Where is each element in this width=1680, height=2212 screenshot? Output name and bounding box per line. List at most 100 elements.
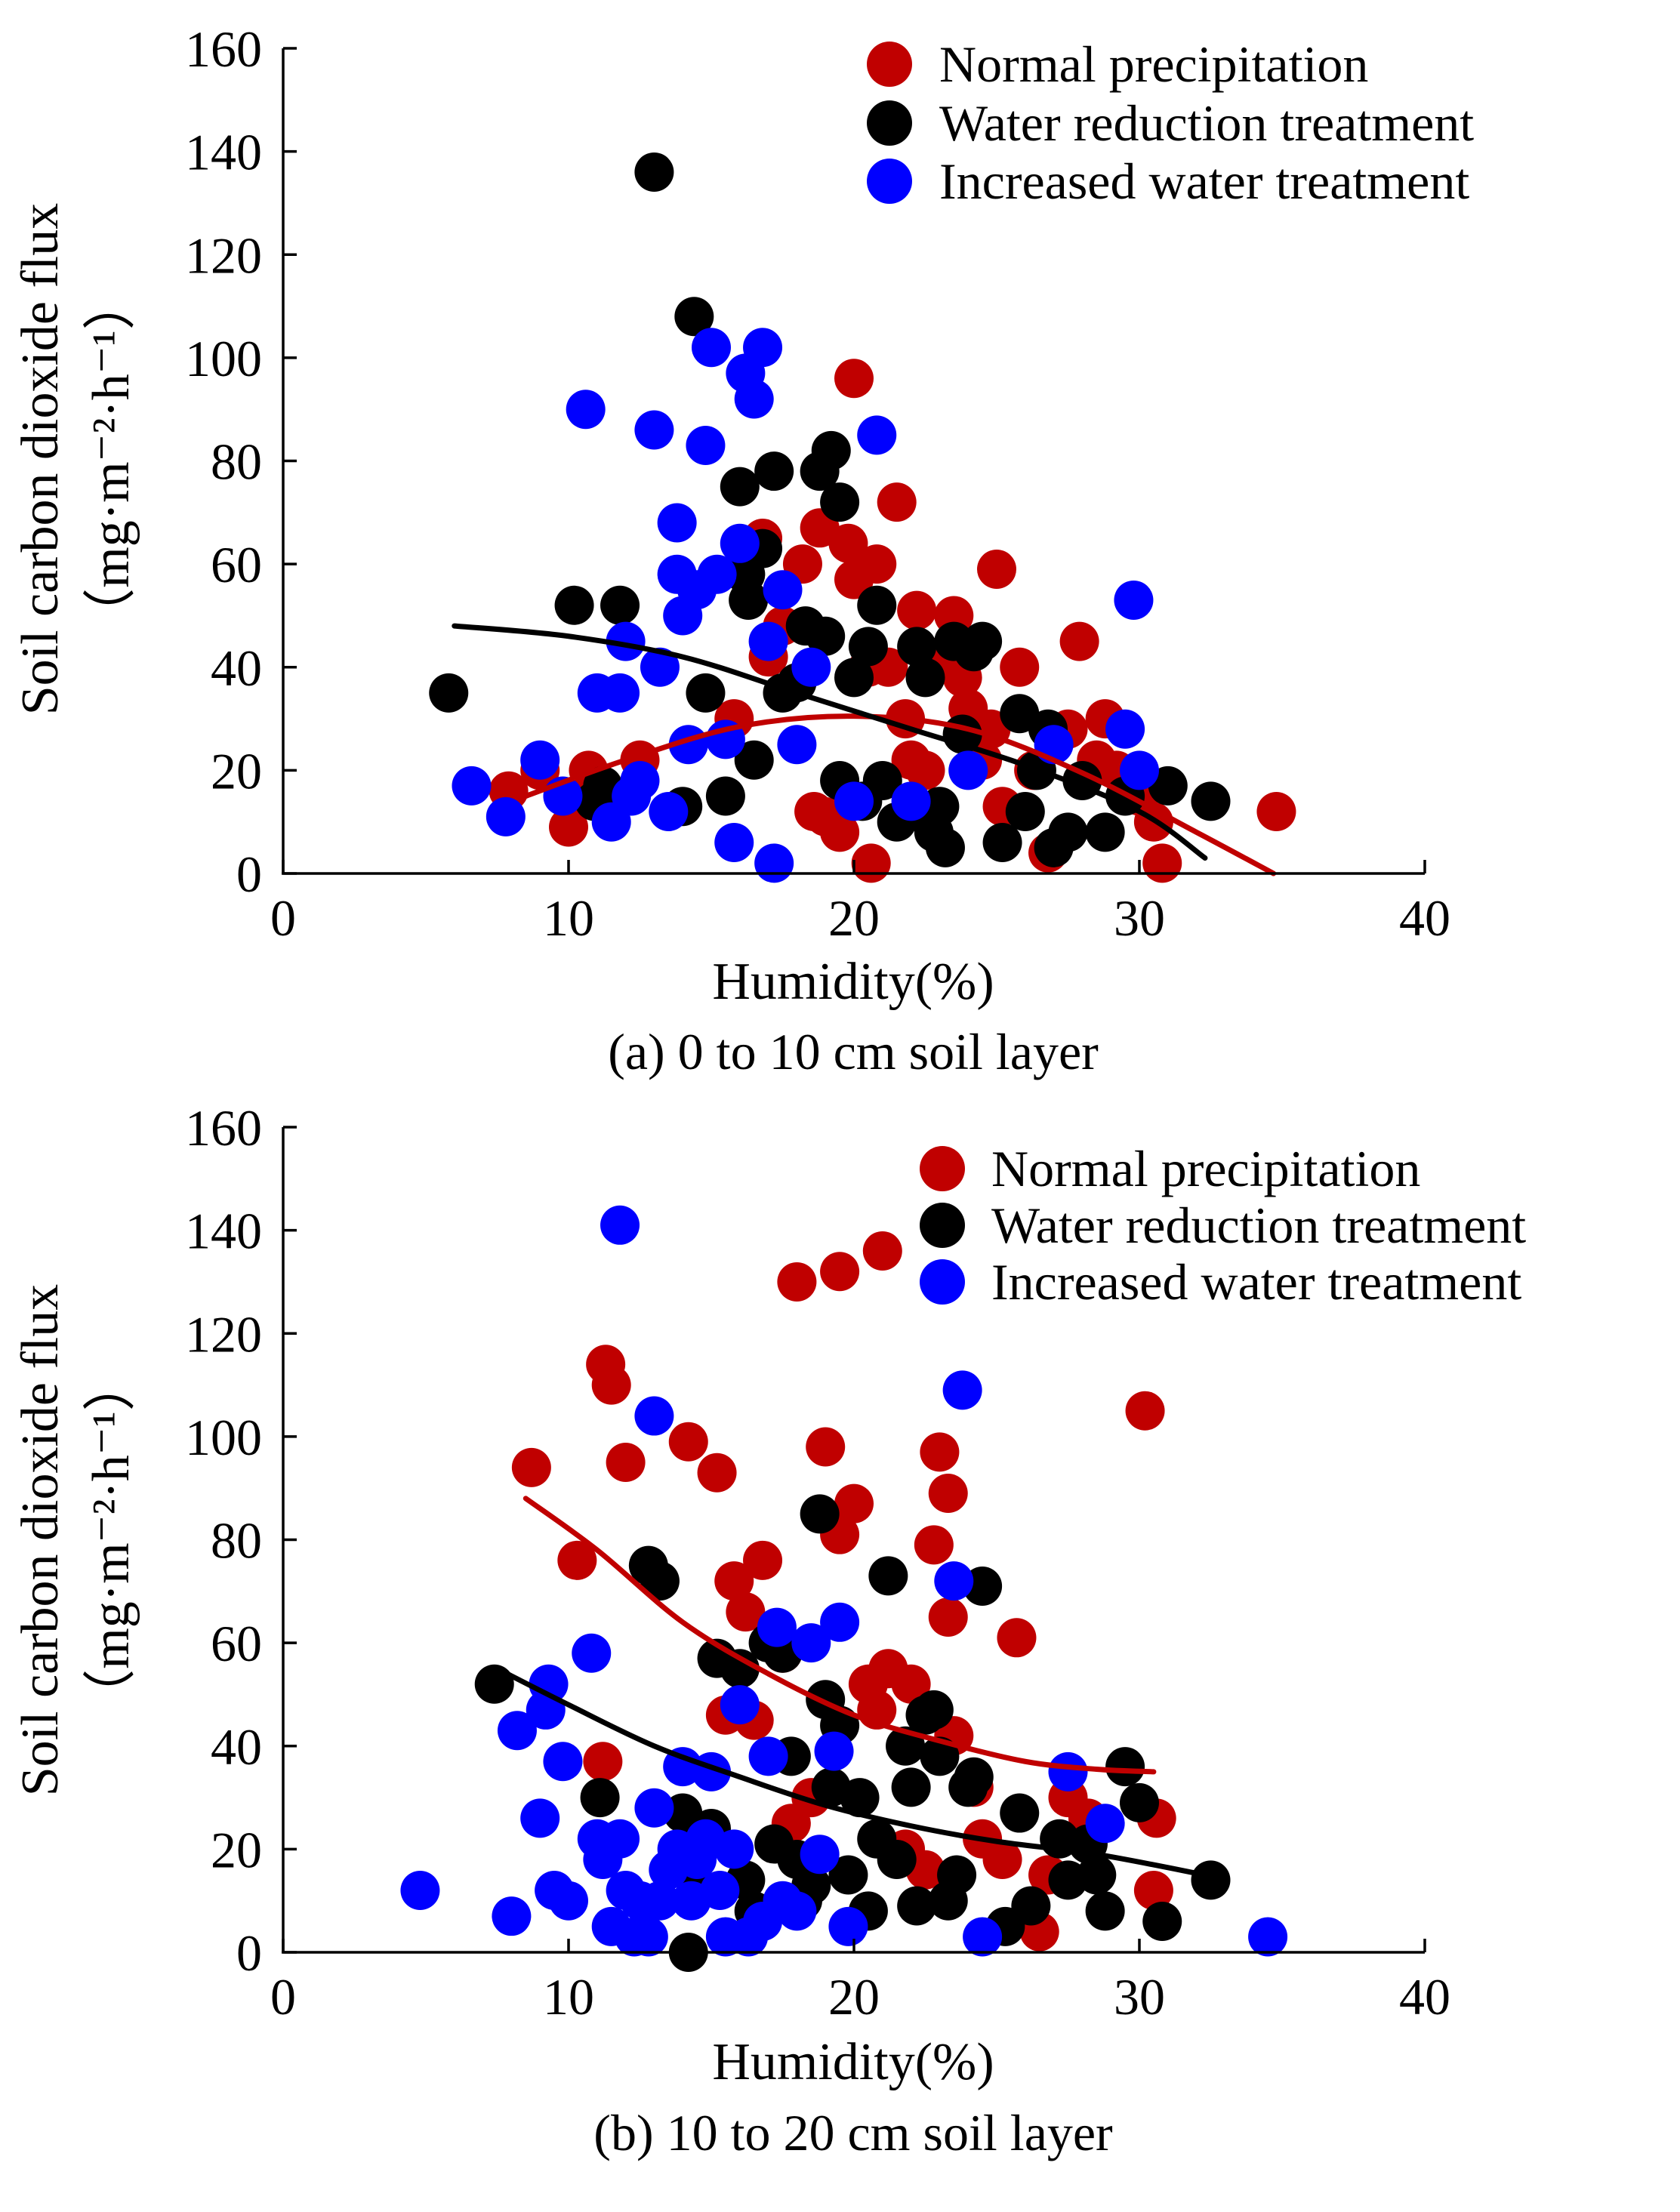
panel-a-point-reduction bbox=[806, 616, 846, 656]
panel-b-point-reduction bbox=[1105, 1747, 1145, 1787]
panel-a-point-increased bbox=[697, 554, 737, 594]
panel-b-point-increased bbox=[492, 1896, 532, 1936]
panel-b-y-tick-label: 40 bbox=[211, 1718, 262, 1776]
panel-a-point-normal bbox=[1142, 843, 1182, 883]
panel-a-points bbox=[429, 152, 1296, 883]
panel-a-point-reduction bbox=[634, 152, 674, 192]
panel-a-legend: Normal precipitation Water reduction tre… bbox=[867, 35, 1474, 210]
panel-b-point-reduction bbox=[1011, 1886, 1051, 1926]
panel-a-point-increased bbox=[634, 410, 674, 450]
panel-b-point-normal bbox=[928, 1474, 968, 1514]
panel-a-point-reduction bbox=[820, 482, 860, 522]
panel-a-legend-label-increased: Increased water treatment bbox=[939, 152, 1469, 210]
panel-b-point-increased bbox=[700, 1871, 740, 1911]
panel-a-legend-marker-normal bbox=[867, 42, 912, 87]
panel-a-x-tick-label: 40 bbox=[1399, 889, 1450, 947]
panel-a-x-tick-label: 30 bbox=[1114, 889, 1165, 947]
panel-b-point-increased bbox=[497, 1711, 537, 1751]
panel-b-point-increased bbox=[720, 1685, 760, 1725]
panel-a-point-increased bbox=[834, 781, 874, 821]
panel-b-point-normal bbox=[1125, 1391, 1165, 1431]
panel-b-point-normal bbox=[726, 1592, 766, 1632]
panel-b-point-increased bbox=[600, 1205, 640, 1245]
panel-a-x-tick-label: 20 bbox=[828, 889, 880, 947]
panel-b-point-reduction bbox=[640, 1561, 680, 1601]
panel-a-point-increased bbox=[748, 621, 788, 661]
panel-b-y-tick-label: 120 bbox=[185, 1305, 262, 1363]
panel-b-y-tick-label: 80 bbox=[211, 1512, 262, 1570]
panel-a-point-reduction bbox=[734, 740, 774, 780]
panel-b-y-tick-label: 140 bbox=[185, 1203, 262, 1260]
panel-a-point-increased bbox=[948, 750, 988, 790]
panel-b-point-reduction bbox=[891, 1767, 931, 1807]
panel-b-point-reduction bbox=[1191, 1860, 1231, 1900]
panel-a-y-tick-label: 160 bbox=[185, 20, 262, 78]
panel-b-y-tick-label: 160 bbox=[185, 1099, 262, 1157]
panel-b-point-normal bbox=[834, 1483, 874, 1523]
panel-a-y-axis-title: Soil carbon dioxide flux bbox=[11, 203, 69, 716]
panel-a-point-increased bbox=[657, 503, 697, 543]
panel-a-caption: (a) 0 to 10 cm soil layer bbox=[608, 1023, 1099, 1080]
panel-a: 0 20 40 60 80 100 120 140 160 0 10 20 30 40 Humidity… bbox=[11, 20, 1474, 1080]
panel-b-point-normal bbox=[697, 1453, 737, 1493]
panel-a-point-normal bbox=[828, 523, 868, 563]
panel-b-x-tick-label: 10 bbox=[543, 1968, 594, 2026]
panel-a-point-increased bbox=[620, 761, 660, 801]
panel-a-point-increased bbox=[649, 792, 689, 832]
panel-a-y-tick-label: 20 bbox=[211, 742, 262, 799]
panel-b-point-increased bbox=[529, 1664, 569, 1704]
panel-b-point-normal bbox=[1133, 1871, 1173, 1911]
panel-a-point-increased bbox=[686, 426, 726, 466]
panel-a-point-reduction bbox=[554, 585, 594, 625]
panel-b-point-increased bbox=[820, 1602, 860, 1642]
panel-b-point-reduction bbox=[920, 1736, 960, 1776]
panel-b-y-tick-label: 60 bbox=[211, 1615, 262, 1672]
panel-b-point-increased bbox=[628, 1917, 668, 1957]
panel-b-point-increased bbox=[549, 1881, 588, 1921]
panel-b-point-reduction bbox=[954, 1757, 994, 1797]
panel-b-fit-lines bbox=[495, 1496, 1208, 1878]
panel-a-y-axis-unit: （mg·m⁻²·h⁻¹） bbox=[82, 277, 140, 640]
panel-b-point-reduction bbox=[914, 1690, 954, 1730]
panel-a-point-reduction bbox=[963, 621, 1003, 661]
panel-a-y-tick-label: 80 bbox=[211, 433, 262, 491]
panel-b-point-increased bbox=[400, 1871, 440, 1911]
panel-b-point-reduction bbox=[1120, 1782, 1159, 1822]
panel-b-legend: Normal precipitation Water reduction tre… bbox=[920, 1140, 1526, 1311]
panel-b-point-normal bbox=[511, 1447, 551, 1487]
panel-a-x-axis-title: Humidity(%) bbox=[712, 953, 994, 1011]
panel-a-point-increased bbox=[1105, 709, 1145, 749]
panel-b-x-tick-label: 20 bbox=[828, 1968, 880, 2026]
panel-a-point-increased bbox=[1114, 580, 1154, 620]
panel-b-point-increased bbox=[640, 1881, 680, 1921]
panel-a-point-increased bbox=[486, 796, 526, 836]
panel-a-y-tick-label: 100 bbox=[185, 330, 262, 387]
panel-a-x-tick-label: 10 bbox=[543, 889, 594, 947]
panel-a-y-tick-label: 0 bbox=[236, 846, 262, 903]
panel-b-point-normal bbox=[606, 1443, 646, 1483]
panel-a-point-increased bbox=[720, 523, 760, 563]
panel-b-points bbox=[400, 1205, 1288, 1972]
panel-b-point-normal bbox=[920, 1432, 960, 1472]
panel-a-point-increased bbox=[777, 725, 817, 765]
panel-b-point-increased bbox=[543, 1742, 583, 1782]
panel-b-x-tick-label: 0 bbox=[270, 1968, 296, 2026]
panel-b-point-increased bbox=[634, 1396, 674, 1436]
panel-b-point-increased bbox=[791, 1623, 831, 1663]
panel-b-point-reduction bbox=[877, 1840, 917, 1880]
panel-b-legend-label-increased: Increased water treatment bbox=[991, 1253, 1521, 1311]
panel-a-point-normal bbox=[897, 590, 937, 630]
panel-b-point-increased bbox=[600, 1819, 640, 1859]
panel-a-point-reduction bbox=[674, 297, 714, 337]
panel-a-point-normal bbox=[977, 549, 1016, 589]
panel-a-point-reduction bbox=[1085, 812, 1125, 852]
panel-b-point-increased bbox=[777, 1891, 817, 1931]
panel-b-point-reduction bbox=[800, 1494, 840, 1534]
panel-a-point-increased bbox=[743, 328, 783, 368]
panel-b-point-reduction bbox=[580, 1778, 620, 1818]
panel-a-point-normal bbox=[820, 812, 860, 852]
panel-b-point-normal bbox=[891, 1664, 931, 1704]
panel-b-point-increased bbox=[757, 1607, 797, 1647]
panel-a-point-increased bbox=[452, 766, 492, 806]
panel-a-point-normal bbox=[877, 482, 917, 522]
